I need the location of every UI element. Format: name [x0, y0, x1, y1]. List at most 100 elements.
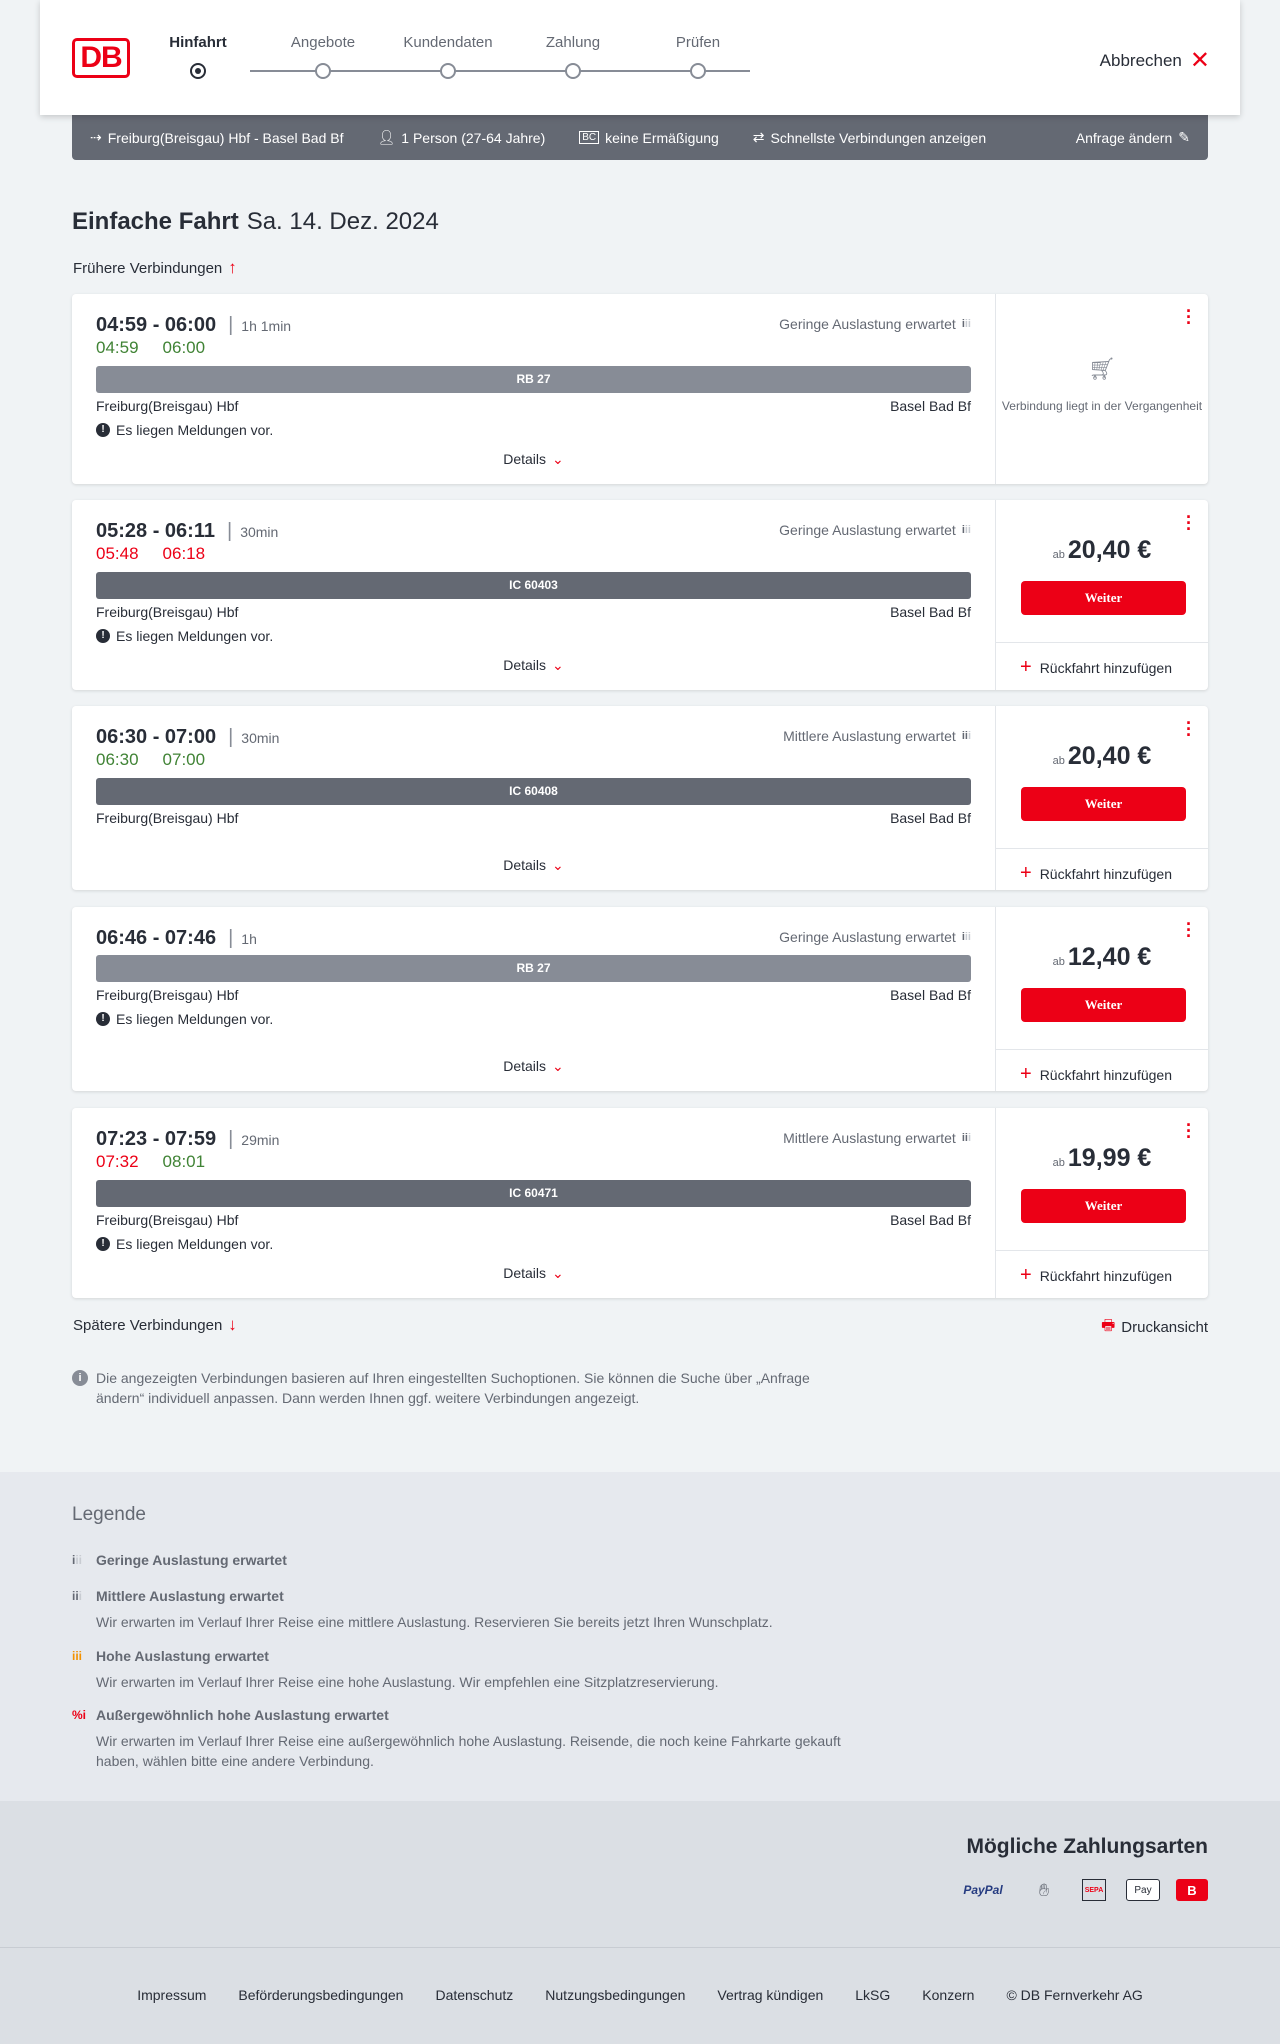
duration: 30min [240, 524, 279, 540]
add-return-button[interactable]: + Rückfahrt hinzufügen [1020, 1063, 1172, 1086]
exclamation-icon: ! [96, 1237, 110, 1251]
duration: 29min [241, 1132, 280, 1148]
footer-link[interactable]: Impressum [137, 1987, 207, 2003]
low-load-icon: iii [961, 524, 971, 536]
train-bar[interactable]: IC 60471 [96, 1180, 971, 1207]
details-toggle[interactable]: Details ⌄ [96, 1265, 971, 1282]
search-option: ⇄ Schnellste Verbindungen anzeigen [753, 129, 986, 146]
more-options-icon[interactable]: · · · [1186, 713, 1192, 745]
step-dot [190, 63, 206, 79]
medium-load-icon: iii [961, 1132, 971, 1144]
train-bar[interactable]: RB 27 [96, 366, 971, 393]
train-bar[interactable]: IC 60403 [96, 572, 971, 599]
legend-item: iii Hohe Auslastung erwartet Wir erwarte… [72, 1648, 872, 1692]
realtime-departure: 04:59 [96, 338, 139, 357]
chevron-down-icon: ⌄ [552, 857, 564, 873]
info-note: i Die angezeigten Verbindungen basieren a… [72, 1368, 852, 1408]
separator: | [226, 520, 233, 542]
train-bar[interactable]: RB 27 [96, 955, 971, 982]
offer-panel: · · · 🛒︎ Verbindung liegt in der Vergangenh… [995, 294, 1208, 484]
realtime: 06:30 07:00 [96, 750, 229, 770]
low-load-icon: iii [961, 931, 971, 943]
step-dot [440, 63, 456, 79]
later-connections-link[interactable]: Spätere Verbindungen ↓ [73, 1315, 237, 1335]
duration: 30min [241, 730, 280, 746]
arrow-up-icon: ↑ [228, 258, 237, 277]
paypal-icon: PayPal [963, 1883, 1003, 1897]
offer-panel: · · · ab 12,40 € Weiter + Rückfahrt hinzufüg… [995, 907, 1208, 1091]
step-dot [315, 63, 331, 79]
more-options-icon[interactable]: · · · [1186, 1115, 1192, 1147]
footer-link[interactable]: Konzern [922, 1987, 975, 2003]
more-options-icon[interactable]: · · · [1186, 914, 1192, 946]
filter-icon: ⇄ [752, 129, 765, 145]
price-prefix: ab [1052, 1157, 1065, 1169]
footer-link[interactable]: Datenschutz [435, 1987, 514, 2003]
exclamation-icon: ! [96, 629, 110, 643]
schedule: 05:28 - 06:11 | 30min [96, 520, 278, 543]
footer-link[interactable]: LkSG [855, 1987, 891, 2003]
print-view-link[interactable]: 🖶︎ Druckansicht [1101, 1315, 1208, 1340]
sepa-icon: SEPA [1082, 1879, 1106, 1901]
print-label: Druckansicht [1121, 1319, 1208, 1336]
later-label: Spätere Verbindungen [73, 1316, 223, 1334]
realtime-arrival: 06:18 [162, 544, 206, 563]
origin-station: Freiburg(Breisgau) Hbf [96, 398, 239, 414]
legend-item: iii Geringe Auslastung erwartet [72, 1552, 872, 1568]
very-high-load-icon: %i [72, 1708, 87, 1722]
schedule: 04:59 - 06:00 | 1h 1min [96, 314, 291, 337]
legend-description: Wir erwarten im Verlauf Ihrer Reise eine… [96, 1733, 841, 1769]
add-return-button[interactable]: + Rückfahrt hinzufügen [1020, 1264, 1172, 1287]
details-toggle[interactable]: Details ⌄ [96, 657, 971, 674]
earlier-connections-link[interactable]: Frühere Verbindungen ↑ [73, 258, 237, 278]
chevron-down-icon: ⌄ [552, 657, 564, 673]
edit-search-button[interactable]: Anfrage ändern ✎ [1076, 129, 1190, 146]
step-label: Kundendaten [403, 34, 493, 51]
continue-button[interactable]: Weiter [1021, 581, 1186, 615]
connection-card: 04:59 - 06:00 | 1h 1min Geringe Auslastung… [72, 294, 1208, 484]
schedule: 06:30 - 07:00 | 30min [96, 726, 279, 749]
footer-link[interactable]: Nutzungsbedingungen [545, 1987, 686, 2003]
price-prefix: ab [1052, 956, 1065, 968]
payment-section: Mögliche Zahlungsarten PayPal ✋︎ SEPA Pa… [0, 1801, 1280, 1947]
continue-button[interactable]: Weiter [1021, 1189, 1186, 1223]
price-prefix: ab [1052, 755, 1065, 767]
connection-info: 04:59 - 06:00 | 1h 1min Geringe Auslastung… [96, 294, 971, 484]
add-return-button[interactable]: + Rückfahrt hinzufügen [1020, 862, 1172, 885]
legend-description: Wir erwarten im Verlauf Ihrer Reise eine… [96, 1674, 719, 1690]
arrow-right-icon: ⇢ [90, 129, 102, 145]
price: ab 20,40 € [996, 742, 1208, 771]
realtime-arrival: 08:01 [162, 1152, 206, 1171]
train-bar[interactable]: IC 60408 [96, 778, 971, 805]
legend-title: Legende [72, 1504, 146, 1525]
add-return-button[interactable]: + Rückfahrt hinzufügen [1020, 656, 1172, 679]
continue-button[interactable]: Weiter [1021, 988, 1186, 1022]
offer-panel: · · · ab 19,99 € Weiter + Rückfahrt hinzufüg… [995, 1108, 1208, 1298]
legend-label: Geringe Auslastung erwartet [96, 1552, 287, 1568]
continue-button[interactable]: Weiter [1021, 787, 1186, 821]
destination-station: Basel Bad Bf [890, 398, 971, 414]
more-options-icon[interactable]: · · · [1186, 507, 1192, 539]
cancel-button[interactable]: Abbrechen ✕ [1100, 46, 1210, 75]
person-icon: 👤︎ [377, 129, 396, 145]
message-notice: ! Es liegen Meldungen vor. [96, 1236, 273, 1252]
duration: 1h 1min [241, 318, 292, 334]
footer-link[interactable]: Vertrag kündigen [717, 1987, 824, 2003]
details-toggle[interactable]: Details ⌄ [96, 451, 971, 468]
destination-station: Basel Bad Bf [890, 604, 971, 620]
details-label: Details [503, 451, 547, 467]
connection-card: 06:46 - 07:46 | 1h Geringe Auslastung erwa… [72, 907, 1208, 1091]
load-text: Geringe Auslastung erwartet [779, 929, 956, 945]
more-options-icon[interactable]: · · · [1186, 301, 1192, 333]
details-toggle[interactable]: Details ⌄ [96, 1058, 971, 1075]
message-notice: ! Es liegen Meldungen vor. [96, 1011, 273, 1027]
details-label: Details [503, 657, 547, 673]
payment-title: Mögliche Zahlungsarten [966, 1835, 1208, 1858]
add-return-label: Rückfahrt hinzufügen [1039, 865, 1172, 882]
footer-link[interactable]: Beförderungsbedingungen [238, 1987, 404, 2003]
db-logo[interactable]: DB [72, 38, 130, 78]
details-toggle[interactable]: Details ⌄ [96, 857, 971, 874]
connection-info: 07:23 - 07:59 | 29min Mittlere Auslastung … [96, 1108, 971, 1298]
price-value: 19,99 € [1067, 1144, 1152, 1172]
divider [996, 848, 1208, 849]
